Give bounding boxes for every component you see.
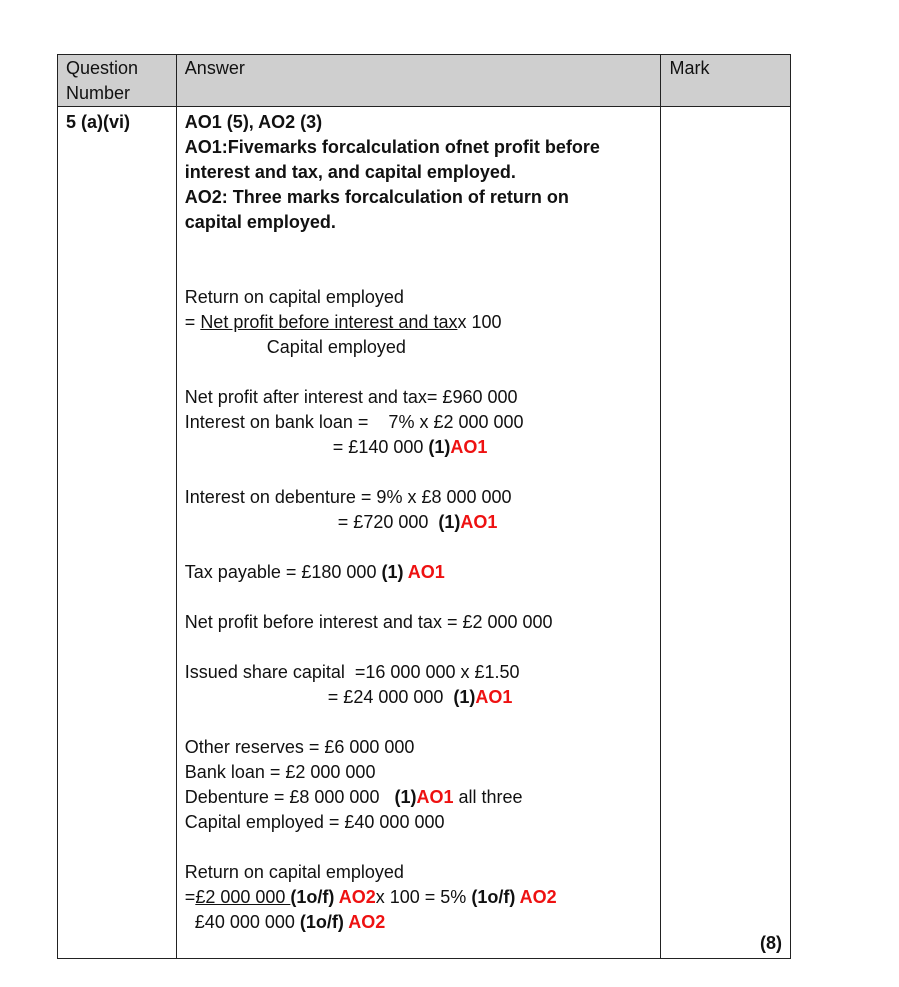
answer-text: = £720 000 — [337, 512, 439, 532]
answer-text: = — [184, 887, 196, 907]
header-question-line1: Question — [66, 58, 139, 78]
answer-line: Net profit after interest and tax= £960 … — [185, 385, 653, 410]
answer-line: Debenture = £8 000 000 (1)AO1 all three — [185, 785, 653, 810]
answer-text: £2 000 000 — [195, 887, 291, 907]
answer-text: x 100 = 5% — [375, 887, 472, 907]
answer-line: =£2 000 000 (1o/f) AO2x 100 = 5% (1o/f) … — [185, 885, 653, 910]
total-mark: (8) — [760, 933, 782, 953]
answer-text: = — [184, 312, 201, 332]
answer-row: 5 (a)(vi) AO1 (5), AO2 (3) AO1:Fivemarks … — [57, 106, 791, 959]
answer-text: £40 000 000 — [194, 912, 300, 932]
answer-line — [185, 360, 653, 385]
answer-text: (1) — [428, 437, 451, 457]
answer-line: Interest on debenture = 9% x £8 000 000 — [185, 485, 653, 510]
answer-text: (1) — [394, 787, 417, 807]
header-answer: Answer — [175, 54, 662, 107]
answer-line: = £140 000 (1)AO1 — [185, 435, 653, 460]
answer-line — [185, 260, 653, 285]
answer-text: = £24 000 000 — [327, 687, 454, 707]
answer-text: Net profit before interest and tax — [200, 312, 458, 332]
answer-text: Capital employed = £40 000 000 — [184, 812, 445, 832]
answer-text: all three — [453, 787, 523, 807]
answer-cell: AO1 (5), AO2 (3) AO1:Fivemarks forcalcula… — [175, 106, 662, 959]
answer-text: (1o/f) — [290, 887, 339, 907]
answer-line: = Net profit before interest and taxx 10… — [185, 310, 653, 335]
answer-line — [185, 460, 653, 485]
answer-text: (1) — [438, 512, 461, 532]
answer-line: AO1 (5), AO2 (3) — [185, 110, 653, 135]
answer-text: Interest on debenture = 9% x £8 000 000 — [184, 487, 512, 507]
answer-text: AO1:Fivemarks forcalculation ofnet profi… — [184, 137, 600, 157]
answer-text: Interest on bank loan = 7% x £2 000 000 — [184, 412, 524, 432]
answer-line — [185, 710, 653, 735]
assessment-objective-label: AO2 — [348, 912, 386, 932]
answer-text: AO1 (5), AO2 (3) — [184, 112, 323, 132]
mark-scheme-table: Question Number Answer Mark 5 (a)(vi) AO1… — [57, 54, 791, 959]
header-row: Question Number Answer Mark — [57, 54, 791, 107]
assessment-objective-label: AO1 — [407, 562, 445, 582]
answer-text: Capital employed — [266, 337, 406, 357]
assessment-objective-label: AO1 — [450, 437, 488, 457]
answer-line: AO1:Fivemarks forcalculation ofnet profi… — [185, 135, 653, 160]
header-mark: Mark — [660, 54, 791, 107]
answer-text: Tax payable = £180 000 — [184, 562, 382, 582]
assessment-objective-label: AO1 — [416, 787, 454, 807]
answer-text: Return on capital employed — [184, 287, 404, 307]
answer-line: Tax payable = £180 000 (1) AO1 — [185, 560, 653, 585]
question-number: 5 (a)(vi) — [57, 106, 177, 959]
answer-line: Interest on bank loan = 7% x £2 000 000 — [185, 410, 653, 435]
answer-line — [185, 835, 653, 860]
answer-text: = £140 000 — [332, 437, 429, 457]
answer-text: Issued share capital =16 000 000 x £1.50 — [184, 662, 520, 682]
answer-text: x 100 — [457, 312, 502, 332]
answer-line: Other reserves = £6 000 000 — [185, 735, 653, 760]
answer-line — [185, 535, 653, 560]
mark-cell: (8) — [660, 106, 791, 959]
answer-text: Return on capital employed — [184, 862, 404, 882]
answer-line: £40 000 000 (1o/f) AO2 — [185, 910, 653, 935]
assessment-objective-label: AO1 — [475, 687, 513, 707]
answer-text: Net profit before interest and tax = £2 … — [184, 612, 553, 632]
answer-line — [185, 235, 653, 260]
answer-line — [185, 585, 653, 610]
assessment-objective-label: AO2 — [519, 887, 557, 907]
answer-line: AO2: Three marks forcalculation of retur… — [185, 185, 653, 210]
answer-line: Net profit before interest and tax = £2 … — [185, 610, 653, 635]
answer-line — [185, 635, 653, 660]
answer-line: Capital employed — [185, 335, 653, 360]
answer-line: = £720 000 (1)AO1 — [185, 510, 653, 535]
answer-line: interest and tax, and capital employed. — [185, 160, 653, 185]
answer-text: (1o/f) — [471, 887, 520, 907]
answer-text: Net profit after interest and tax= £960 … — [184, 387, 518, 407]
answer-text: (1) — [453, 687, 476, 707]
answer-lines: AO1 (5), AO2 (3) AO1:Fivemarks forcalcula… — [185, 110, 653, 935]
answer-line: Capital employed = £40 000 000 — [185, 810, 653, 835]
answer-line: capital employed. — [185, 210, 653, 235]
assessment-objective-label: AO2 — [338, 887, 376, 907]
answer-text: Bank loan = £2 000 000 — [184, 762, 376, 782]
answer-text: AO2: Three marks forcalculation of retur… — [184, 187, 569, 207]
answer-text: (1o/f) — [299, 912, 349, 932]
assessment-objective-label: AO1 — [460, 512, 498, 532]
answer-text: Debenture = £8 000 000 — [184, 787, 395, 807]
answer-line: Issued share capital =16 000 000 x £1.50 — [185, 660, 653, 685]
answer-text: interest and tax, and capital employed. — [184, 162, 516, 182]
answer-line: Return on capital employed — [185, 860, 653, 885]
answer-text: Other reserves = £6 000 000 — [184, 737, 415, 757]
answer-text: (1) — [381, 562, 408, 582]
answer-line: = £24 000 000 (1)AO1 — [185, 685, 653, 710]
header-question-number: Question Number — [57, 54, 177, 107]
answer-line: Bank loan = £2 000 000 — [185, 760, 653, 785]
answer-text: capital employed. — [184, 212, 336, 232]
header-question-line2: Number — [66, 83, 131, 103]
answer-line: Return on capital employed — [185, 285, 653, 310]
